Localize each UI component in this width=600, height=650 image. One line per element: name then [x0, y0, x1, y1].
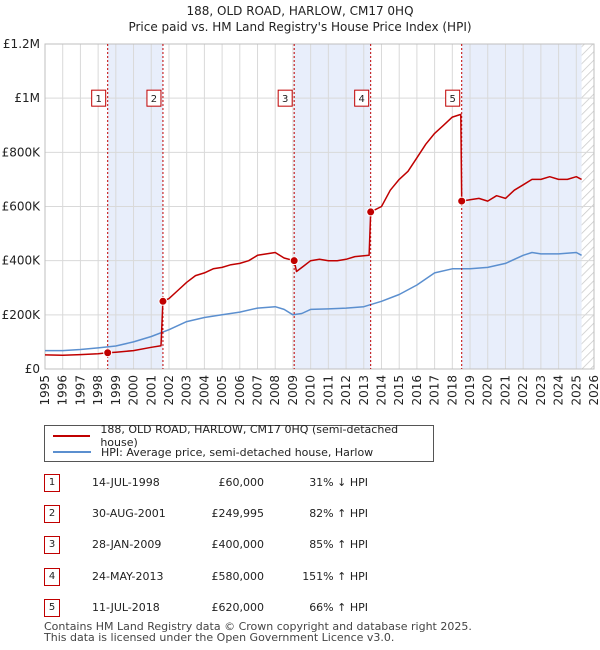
x-tick-label: 2010: [304, 375, 318, 406]
sale-price: £249,995: [211, 507, 265, 520]
x-tick-label: 2005: [215, 375, 229, 406]
copyright-text: Contains HM Land Registry data © Crown c…: [44, 620, 472, 633]
legend-item-hpi: HPI: Average price, semi-detached house,…: [53, 444, 373, 460]
legend-item-property: 188, OLD ROAD, HARLOW, CM17 0HQ (semi-de…: [53, 423, 433, 449]
chart-title: 188, OLD ROAD, HARLOW, CM17 0HQ: [186, 4, 413, 18]
sale-badge-box: [277, 89, 293, 107]
x-tick-label: 2009: [286, 375, 300, 406]
property-price-line: [44, 113, 582, 356]
price-chart: 188, OLD ROAD, HARLOW, CM17 0HQ Price pa…: [2, 4, 600, 406]
x-tick-label: 2015: [392, 375, 406, 406]
x-tick-label: 2024: [552, 375, 566, 406]
legend: 188, OLD ROAD, HARLOW, CM17 0HQ (semi-de…: [44, 423, 434, 462]
x-tick-label: 2021: [498, 375, 512, 406]
x-tick-label: 2014: [374, 375, 388, 406]
sale-hpi-change: 31% ↓ HPI: [309, 476, 368, 489]
x-tick-label: 2025: [569, 375, 583, 406]
x-tick-label: 2011: [321, 375, 335, 406]
sale-badge-box: [445, 89, 461, 107]
y-tick-label: £400K: [2, 254, 42, 268]
sale-badge: 4: [44, 568, 60, 586]
x-tick-label: 1999: [109, 375, 123, 406]
y-tick-label: £800K: [2, 145, 42, 159]
x-tick-label: 2018: [445, 375, 459, 406]
sale-badge-label: 5: [450, 94, 456, 105]
y-tick-label: £0: [25, 362, 40, 376]
legend-label-property: 188, OLD ROAD, HARLOW, CM17 0HQ (semi-de…: [100, 423, 399, 449]
sale-badge-box: [146, 89, 162, 107]
y-tick-label: £200K: [2, 308, 42, 322]
table-row: 3 28-JAN-2009 £400,000 85% ↑ HPI: [44, 536, 444, 554]
sale-badge-label: 3: [282, 94, 288, 105]
sale-date: 28-JAN-2009: [92, 538, 162, 551]
sale-price: £580,000: [211, 570, 265, 583]
sale-badge: 3: [44, 536, 60, 554]
sale-date: 30-AUG-2001: [92, 507, 166, 520]
plot-frame: [44, 43, 595, 370]
sale-point: [103, 348, 113, 358]
x-tick-label: 1998: [91, 375, 105, 406]
x-tick-label: 2020: [481, 375, 495, 406]
x-tick-label: 2000: [127, 375, 141, 406]
sale-badge: 1: [44, 474, 60, 492]
x-tick-label: 1996: [56, 375, 70, 406]
sale-price: £60,000: [218, 476, 265, 489]
sale-point: [366, 207, 376, 217]
sale-point: [289, 256, 299, 266]
x-tick-label: 2003: [180, 375, 194, 406]
sale-price: £400,000: [211, 538, 265, 551]
sale-hpi-change: 66% ↑ HPI: [309, 601, 368, 614]
x-tick-label: 2023: [534, 375, 548, 406]
sale-badge: 5: [44, 599, 60, 617]
sale-hpi-change: 82% ↑ HPI: [309, 507, 368, 520]
table-row: 4 24-MAY-2013 £580,000 151% ↑ HPI: [44, 568, 444, 586]
hpi-line: [45, 251, 582, 352]
sale-point: [158, 296, 168, 306]
licence-text: This data is licensed under the Open Gov…: [44, 631, 395, 644]
sale-badge-label: 2: [151, 94, 157, 105]
legend-label-hpi: HPI: Average price, semi-detached house,…: [101, 445, 374, 459]
legend-swatch-property: [53, 435, 91, 437]
x-tick-label: 2012: [339, 375, 353, 406]
table-row: 2 30-AUG-2001 £249,995 82% ↑ HPI: [44, 505, 444, 523]
x-tick-label: 2022: [516, 375, 530, 406]
sale-hpi-change: 151% ↑ HPI: [302, 570, 368, 583]
y-tick-label: £1.2M: [3, 37, 40, 51]
x-tick-label: 2002: [162, 375, 176, 406]
sale-date: 24-MAY-2013: [92, 570, 164, 583]
footer: Contains HM Land Registry data © Crown c…: [44, 621, 472, 643]
x-tick-label: 1995: [38, 375, 52, 406]
sale-badge-box: [354, 89, 370, 107]
sale-date: 11-JUL-2018: [92, 601, 160, 614]
sale-badge-box: [91, 89, 107, 107]
sale-badge: 2: [44, 505, 60, 523]
y-tick-label: £1M: [14, 91, 40, 105]
sale-badge-label: 4: [358, 94, 364, 105]
sale-badge-label: 1: [96, 94, 102, 105]
x-tick-label: 2001: [144, 375, 158, 406]
sale-point: [457, 196, 467, 206]
x-tick-label: 2008: [268, 375, 282, 406]
table-row: 1 14-JUL-1998 £60,000 31% ↓ HPI: [44, 474, 444, 492]
x-tick-label: 2007: [251, 375, 265, 406]
legend-swatch-hpi: [53, 451, 91, 453]
x-tick-label: 2006: [233, 375, 247, 406]
sale-date: 14-JUL-1998: [92, 476, 160, 489]
sale-price: £620,000: [211, 601, 265, 614]
x-tick-label: 2004: [197, 375, 211, 406]
x-tick-label: 2017: [428, 375, 442, 406]
x-tick-label: 1997: [73, 375, 87, 406]
x-tick-label: 2019: [463, 375, 477, 406]
x-tick-label: 2013: [357, 375, 371, 406]
table-row: 5 11-JUL-2018 £620,000 66% ↑ HPI: [44, 599, 444, 617]
sale-hpi-change: 85% ↑ HPI: [309, 538, 368, 551]
x-tick-label: 2026: [587, 375, 600, 406]
y-tick-label: £600K: [2, 200, 42, 214]
x-tick-label: 2016: [410, 375, 424, 406]
chart-subtitle: Price paid vs. HM Land Registry's House …: [128, 20, 471, 34]
